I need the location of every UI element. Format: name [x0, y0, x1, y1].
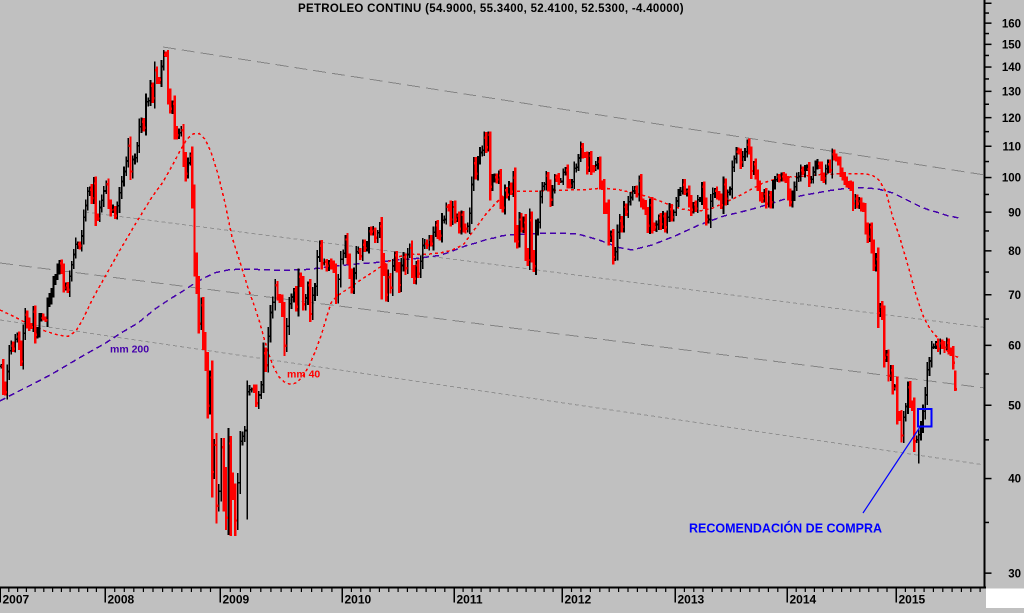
svg-text:RECOMENDACIÓN DE COMPRA: RECOMENDACIÓN DE COMPRA: [689, 521, 882, 536]
svg-text:100: 100: [1002, 173, 1021, 185]
svg-text:2014: 2014: [790, 593, 817, 607]
svg-text:140: 140: [1002, 62, 1021, 74]
svg-text:2010: 2010: [345, 593, 372, 607]
svg-text:90: 90: [1008, 207, 1021, 219]
svg-text:30: 30: [1008, 568, 1021, 580]
svg-text:70: 70: [1008, 290, 1021, 302]
svg-text:160: 160: [1002, 18, 1021, 30]
svg-text:130: 130: [1002, 87, 1021, 99]
svg-text:PETROLEO CONTINU (54.9000, 55.: PETROLEO CONTINU (54.9000, 55.3400, 52.4…: [298, 3, 684, 15]
svg-text:2011: 2011: [457, 593, 483, 607]
svg-text:50: 50: [1008, 400, 1021, 412]
svg-text:110: 110: [1002, 141, 1021, 153]
svg-text:mm 40: mm 40: [287, 369, 320, 381]
svg-text:2013: 2013: [678, 593, 705, 607]
svg-text:2015: 2015: [899, 593, 926, 607]
svg-text:2008: 2008: [108, 593, 135, 607]
svg-text:80: 80: [1008, 246, 1021, 258]
svg-text:60: 60: [1008, 341, 1021, 353]
svg-text:2009: 2009: [223, 593, 250, 607]
svg-text:150: 150: [1002, 40, 1021, 52]
svg-text:mm 200: mm 200: [110, 344, 149, 356]
svg-text:2012: 2012: [565, 593, 592, 607]
svg-text:120: 120: [1002, 113, 1021, 125]
svg-text:40: 40: [1008, 474, 1021, 486]
svg-text:2007: 2007: [3, 593, 30, 607]
